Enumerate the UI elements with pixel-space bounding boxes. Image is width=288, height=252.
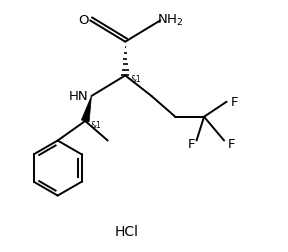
Text: &1: &1	[90, 121, 101, 130]
Text: &1: &1	[130, 75, 141, 84]
Text: F: F	[227, 137, 235, 150]
Text: F: F	[230, 95, 238, 108]
Text: O: O	[79, 14, 89, 26]
Text: NH$_2$: NH$_2$	[157, 13, 183, 28]
Polygon shape	[81, 97, 92, 122]
Text: F: F	[188, 137, 195, 150]
Text: HCl: HCl	[115, 224, 139, 238]
Text: HN: HN	[69, 90, 89, 103]
